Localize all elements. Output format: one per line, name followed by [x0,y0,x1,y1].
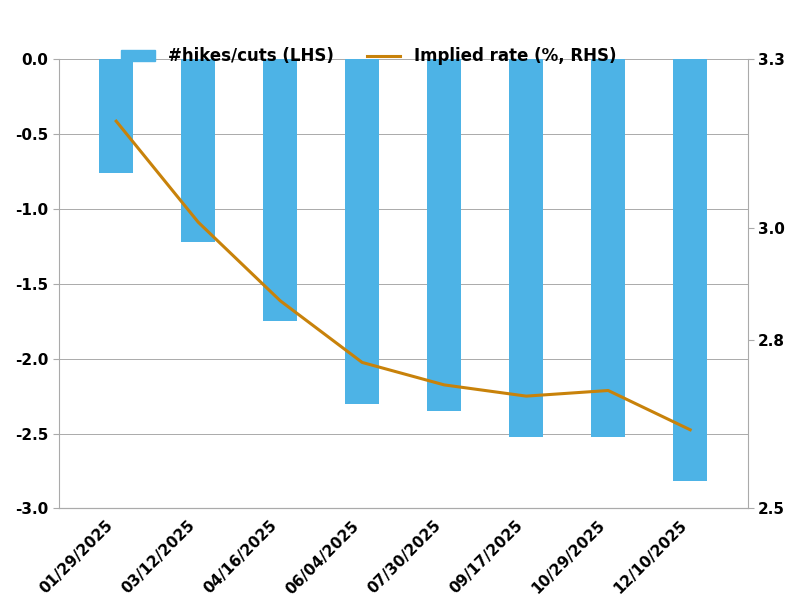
Bar [591,59,626,436]
Bar [99,59,134,173]
Bar [673,59,707,482]
Bar [345,59,379,403]
Bar [427,59,462,411]
Legend: #hikes/cuts (LHS), Implied rate (%, RHS): #hikes/cuts (LHS), Implied rate (%, RHS) [114,41,623,72]
Bar [181,59,215,242]
Bar [263,59,298,321]
Bar [509,59,543,436]
